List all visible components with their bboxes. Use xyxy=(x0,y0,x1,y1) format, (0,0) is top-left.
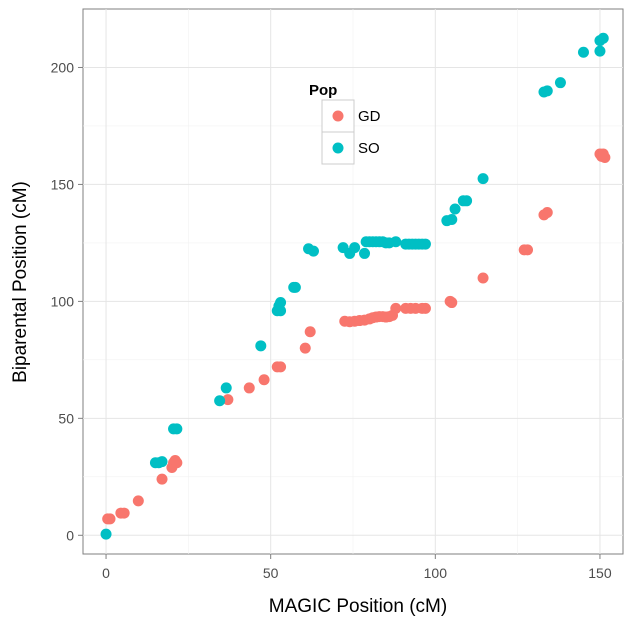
point-so xyxy=(220,382,232,394)
data-points xyxy=(100,32,611,540)
point-so xyxy=(419,238,431,250)
point-so xyxy=(307,245,319,257)
y-tick-label: 200 xyxy=(51,59,75,75)
point-gd xyxy=(477,272,489,284)
legend-keys: GD SO xyxy=(321,99,381,165)
point-so xyxy=(289,281,301,293)
point-gd xyxy=(541,206,553,218)
point-so xyxy=(449,203,461,215)
y-tick-label: 0 xyxy=(66,527,74,543)
point-gd xyxy=(258,374,270,386)
y-tick-label: 50 xyxy=(58,410,74,426)
point-gd xyxy=(304,326,316,338)
point-gd xyxy=(104,513,116,525)
legend-title: Pop xyxy=(309,82,337,99)
point-so xyxy=(477,173,489,185)
legend-key-gd xyxy=(332,110,344,122)
legend-label-so: SO xyxy=(358,140,380,157)
x-axis-ticks: 0 50 100 150 xyxy=(102,554,612,581)
point-so xyxy=(461,195,473,207)
point-gd xyxy=(171,457,183,469)
y-tick-label: 100 xyxy=(51,293,75,309)
point-so xyxy=(100,528,112,540)
point-so xyxy=(156,456,168,468)
x-tick-label: 100 xyxy=(424,565,448,581)
point-so xyxy=(275,297,287,309)
x-tick-label: 150 xyxy=(588,565,612,581)
x-tick-label: 0 xyxy=(102,565,110,581)
point-gd xyxy=(275,361,287,373)
y-tick-label: 150 xyxy=(51,176,75,192)
point-so xyxy=(577,46,589,58)
point-gd xyxy=(299,342,311,354)
point-so xyxy=(171,423,183,435)
point-gd xyxy=(522,244,534,256)
x-tick-label: 50 xyxy=(263,565,279,581)
point-so xyxy=(541,85,553,97)
point-gd xyxy=(132,495,144,507)
point-gd xyxy=(390,302,402,314)
point-gd xyxy=(599,152,611,164)
point-so xyxy=(390,236,402,248)
y-axis-title: Biparental Position (cM) xyxy=(10,181,31,383)
point-so xyxy=(349,242,361,254)
point-so xyxy=(275,305,287,317)
legend-key-so xyxy=(332,142,344,154)
point-gd xyxy=(446,297,458,309)
point-so xyxy=(554,77,566,89)
point-so xyxy=(597,32,609,44)
point-so xyxy=(594,45,606,57)
point-gd xyxy=(243,382,255,394)
point-so xyxy=(446,214,458,226)
x-axis-title: MAGIC Position (cM) xyxy=(269,596,447,617)
point-so xyxy=(359,247,371,259)
y-axis-ticks: 0 50 100 150 200 xyxy=(51,59,83,543)
point-gd xyxy=(222,394,234,406)
point-gd xyxy=(118,507,130,519)
point-gd xyxy=(419,302,431,314)
point-so xyxy=(214,395,226,407)
gridlines xyxy=(83,9,623,554)
point-so xyxy=(255,340,267,352)
legend-label-gd: GD xyxy=(358,108,381,125)
legend: Pop GD SO xyxy=(309,82,381,165)
point-gd xyxy=(156,473,168,485)
